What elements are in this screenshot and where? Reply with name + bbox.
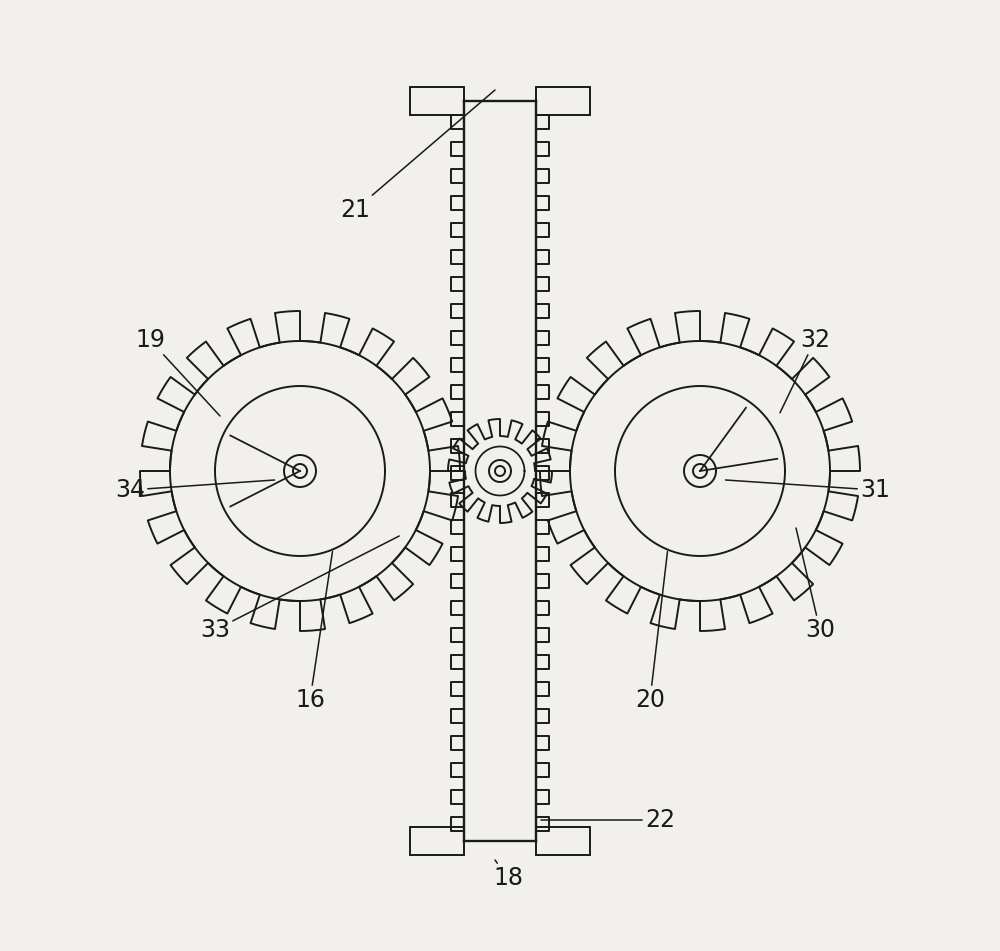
Text: 33: 33: [200, 536, 399, 642]
Text: 18: 18: [493, 860, 523, 890]
Text: 34: 34: [115, 478, 274, 502]
Text: 30: 30: [796, 528, 835, 642]
Text: 21: 21: [340, 90, 495, 222]
Bar: [536, 827, 590, 855]
Text: 19: 19: [135, 328, 220, 416]
Text: 16: 16: [295, 552, 332, 712]
Bar: [410, 87, 464, 115]
Bar: [536, 87, 590, 115]
Text: 20: 20: [635, 552, 668, 712]
Bar: [410, 827, 464, 855]
Text: 31: 31: [726, 478, 890, 502]
Text: 22: 22: [541, 808, 675, 832]
Text: 32: 32: [780, 328, 830, 413]
